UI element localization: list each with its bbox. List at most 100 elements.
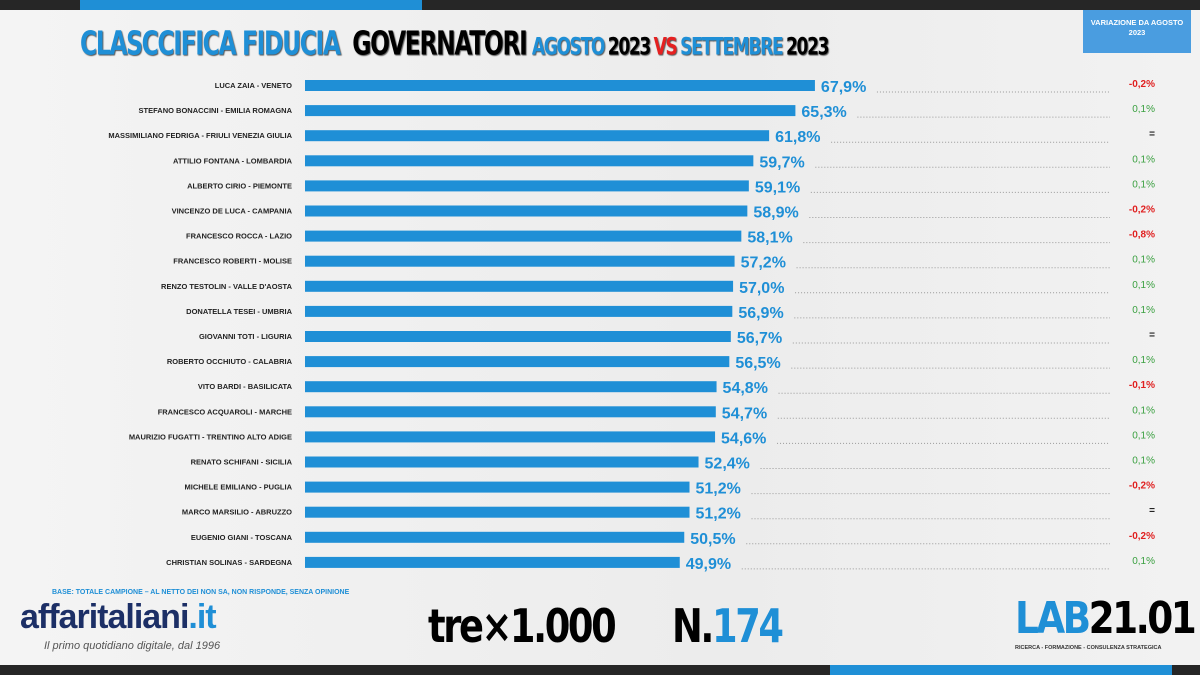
variation-label: 0,1% xyxy=(1132,355,1155,366)
category-label: VINCENZO DE LUCA - CAMPANIA xyxy=(172,207,293,216)
variation-label: -0,2% xyxy=(1129,481,1155,492)
bar xyxy=(305,431,716,443)
value-label: 59,7% xyxy=(759,154,804,171)
variation-label: -0,2% xyxy=(1129,531,1155,542)
category-label: FRANCESCO ROBERTI - MOLISE xyxy=(173,257,292,266)
bar xyxy=(305,80,815,91)
variation-label: 0,1% xyxy=(1132,104,1155,115)
bar xyxy=(305,556,680,568)
category-label: MARCO MARSILIO - ABRUZZO xyxy=(182,508,292,517)
value-label: 67,9% xyxy=(821,79,866,96)
variation-label: 0,1% xyxy=(1132,556,1155,567)
title-part: GOVERNATORI xyxy=(352,25,528,63)
variation-label: 0,1% xyxy=(1132,430,1155,441)
category-label: STEFANO BONACCINI - EMILIA ROMAGNA xyxy=(139,106,293,115)
category-label: EUGENIO GIANI - TOSCANA xyxy=(191,533,293,542)
value-label: 57,0% xyxy=(739,280,784,297)
category-label: FRANCESCO ACQUAROLI - MARCHE xyxy=(158,407,292,416)
category-label: RENATO SCHIFANI - SICILIA xyxy=(191,458,293,467)
bottom-bar-accent xyxy=(830,665,1172,675)
category-label: LUCA ZAIA - VENETO xyxy=(215,81,292,90)
category-label: ROBERTO OCCHIUTO - CALABRIA xyxy=(167,357,293,366)
bar xyxy=(305,205,748,217)
bar xyxy=(305,456,699,468)
bar xyxy=(305,255,735,267)
value-label: 52,4% xyxy=(705,456,750,473)
value-label: 57,2% xyxy=(741,255,786,272)
category-label: MAURIZIO FUGATTI - TRENTINO ALTO ADIGE xyxy=(129,432,292,441)
category-label: DONATELLA TESEI - UMBRIA xyxy=(186,307,292,316)
value-label: 49,9% xyxy=(686,556,731,573)
category-label: VITO BARDI - BASILICATA xyxy=(198,382,293,391)
title-part: CLASCCIFICA FIDUCIA xyxy=(80,25,341,63)
value-label: 61,8% xyxy=(775,129,820,146)
value-label: 51,2% xyxy=(696,506,741,523)
affaritaliani-logo: affaritaliani.it xyxy=(20,598,217,636)
variation-label: -0,1% xyxy=(1129,380,1155,391)
category-label: GIOVANNI TOTI - LIGURIA xyxy=(199,332,293,341)
title-part: AGOSTO xyxy=(531,33,606,61)
variation-label: = xyxy=(1149,129,1155,140)
title-part: SETTEMBRE xyxy=(680,33,783,61)
trex1000-logo: tre×1.000 xyxy=(428,599,617,653)
category-label: FRANCESCO ROCCA - LAZIO xyxy=(186,232,292,241)
title-part: VS xyxy=(653,33,678,61)
variation-label: -0,8% xyxy=(1129,230,1155,241)
bar xyxy=(305,180,749,192)
category-label: ALBERTO CIRIO - PIEMONTE xyxy=(187,181,292,190)
variation-label: 0,1% xyxy=(1132,405,1155,416)
variation-label: -0,2% xyxy=(1129,79,1155,90)
category-label: RENZO TESTOLIN - VALLE D'AOSTA xyxy=(161,282,293,291)
logo-text: LAB xyxy=(1015,593,1091,644)
bar xyxy=(305,481,690,493)
bar xyxy=(305,305,733,317)
category-label: MICHELE EMILIANO - PUGLIA xyxy=(185,483,293,492)
bar xyxy=(305,406,716,418)
lab-tagline: RICERCA - FORMAZIONE - CONSULENZA STRATE… xyxy=(1015,645,1162,651)
value-label: 56,7% xyxy=(737,330,782,347)
title-part: 2023 xyxy=(785,33,830,61)
category-label: ATTILIO FONTANA - LOMBARDIA xyxy=(173,156,293,165)
bar xyxy=(305,105,796,117)
value-label: 54,7% xyxy=(722,405,767,422)
bar xyxy=(305,155,754,167)
value-label: 59,1% xyxy=(755,179,800,196)
base-note: BASE: TOTALE CAMPIONE – AL NETTO DEI NON… xyxy=(52,589,350,596)
variation-label: = xyxy=(1149,506,1155,517)
bar xyxy=(305,506,690,518)
logo-tagline: Il primo quotidiano digitale, dal 1996 xyxy=(44,640,221,652)
variation-label: = xyxy=(1149,330,1155,341)
bar xyxy=(305,280,734,292)
value-label: 58,1% xyxy=(747,230,792,247)
bottom-bar xyxy=(0,665,1200,675)
top-bar xyxy=(0,0,1200,10)
variation-label: 0,1% xyxy=(1132,154,1155,165)
value-label: 56,9% xyxy=(738,305,783,322)
bar xyxy=(305,356,730,368)
bar xyxy=(305,331,731,342)
variation-label: 0,1% xyxy=(1132,305,1155,316)
category-label: CHRISTIAN SOLINAS - SARDEGNA xyxy=(166,558,292,567)
issue-prefix: N. xyxy=(672,599,714,653)
value-label: 65,3% xyxy=(801,104,846,121)
variation-label: 0,1% xyxy=(1132,255,1155,266)
bar xyxy=(305,230,742,242)
value-label: 54,6% xyxy=(721,430,766,447)
variation-label: 0,1% xyxy=(1132,280,1155,291)
bar xyxy=(305,130,770,142)
variation-label: -0,2% xyxy=(1129,205,1155,216)
title-part: 2023 xyxy=(607,33,652,61)
variation-label: 0,1% xyxy=(1132,179,1155,190)
lab2101-logo: LAB21.01 xyxy=(1015,597,1197,641)
bar xyxy=(305,381,717,393)
logo-text: .it xyxy=(188,598,216,636)
variation-header: VARIAZIONE DA AGOSTO 2023 xyxy=(1083,10,1191,53)
chart-title: CLASCCIFICA FIDUCIA GOVERNATORI AGOSTO 202… xyxy=(80,25,830,63)
issue-number: N.174 xyxy=(672,603,784,649)
logo-text: 21.01 xyxy=(1088,593,1197,644)
value-label: 58,9% xyxy=(753,205,798,222)
bar xyxy=(305,531,685,543)
value-label: 50,5% xyxy=(690,531,735,548)
category-label: MASSIMILIANO FEDRIGA - FRIULI VENEZIA GI… xyxy=(108,131,292,140)
